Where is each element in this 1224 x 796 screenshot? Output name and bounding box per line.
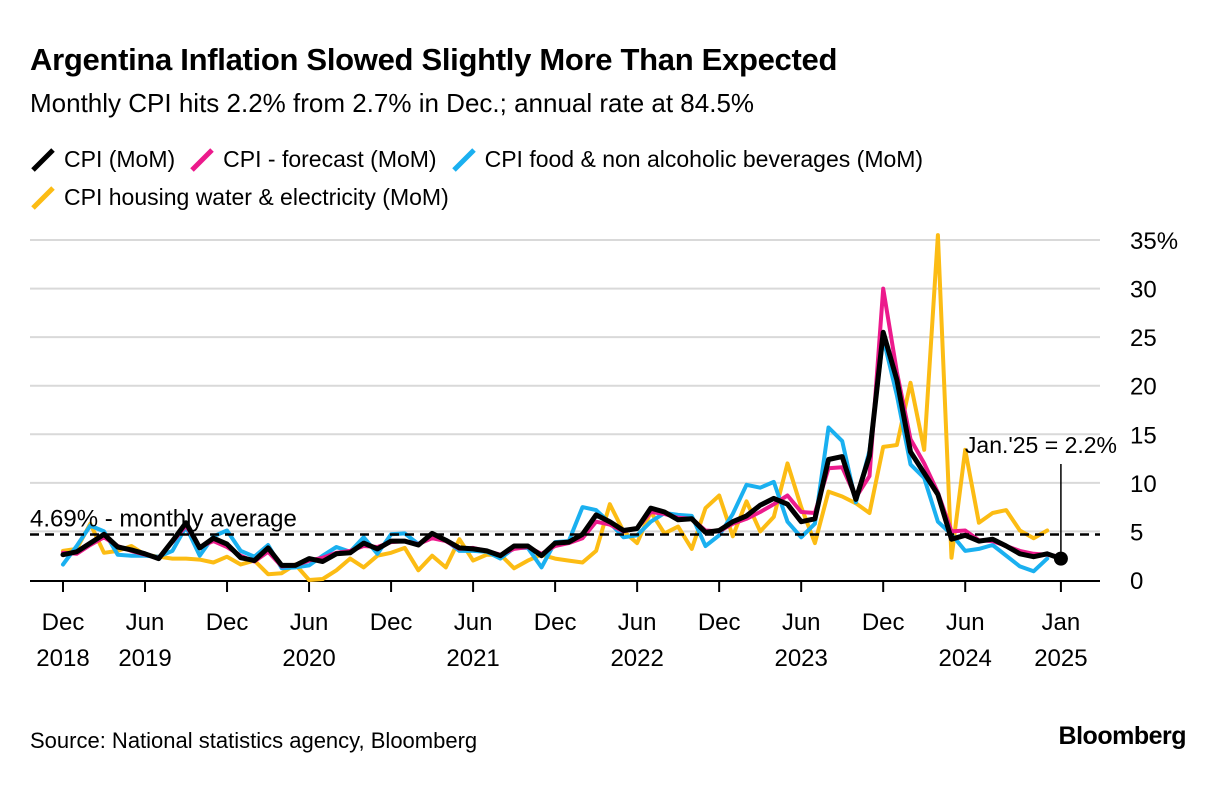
x-tick-label-year: 2018 (36, 645, 89, 672)
legend-item-housing: CPI housing water & electricity (MoM) (30, 184, 449, 211)
x-tick-label-year: 2020 (282, 645, 335, 672)
legend-label: CPI housing water & electricity (MoM) (64, 184, 449, 210)
y-tick-label: 35% (1130, 228, 1178, 255)
x-tick-label-month: Jun (454, 609, 493, 636)
cpi-housing-line (61, 233, 1050, 582)
y-tick-label: 10 (1130, 471, 1157, 498)
x-tick-label-month: Jun (618, 609, 657, 636)
chart-subtitle: Monthly CPI hits 2.2% from 2.7% in Dec.;… (30, 88, 755, 118)
legend-label: CPI - forecast (MoM) (223, 146, 437, 172)
x-tick-label-month: Jun (946, 609, 985, 636)
legend-label: CPI food & non alcoholic beverages (MoM) (484, 146, 924, 172)
legend-row-2: CPI housing water & electricity (MoM) (30, 184, 449, 211)
x-tick-label-year: 2021 (446, 645, 499, 672)
y-tick-label: 30 (1130, 277, 1157, 304)
x-tick-label-month: Dec (42, 609, 85, 636)
legend-item-cpi: CPI (MoM) (30, 146, 175, 173)
last-point-dot (1053, 551, 1068, 566)
legend-row-1: CPI (MoM) CPI - forecast (MoM) CPI food … (30, 146, 923, 173)
x-tick-label-month: Jun (126, 609, 165, 636)
legend-swatch-food (451, 147, 476, 172)
x-tick-label-month: Dec (370, 609, 413, 636)
source-note: Source: National statistics agency, Bloo… (30, 728, 478, 753)
x-tick-label-year: 2024 (939, 645, 992, 672)
average-label: 4.69% - monthly average (30, 505, 297, 532)
y-tick-label: 5 (1130, 519, 1143, 546)
x-tick-label-month: Dec (862, 609, 905, 636)
cpi-line (60, 329, 1064, 568)
chart-title: Argentina Inflation Slowed Slightly More… (30, 42, 838, 77)
y-tick-label: 25 (1130, 325, 1157, 352)
legend-item-forecast: CPI - forecast (MoM) (189, 146, 437, 173)
x-tick-label-month: Dec (698, 609, 741, 636)
x-tick-label-month: Dec (534, 609, 577, 636)
legend-swatch-housing (31, 185, 55, 210)
bloomberg-logo: Bloomberg (1058, 722, 1187, 750)
x-tick-label-month: Jun (290, 609, 329, 636)
x-tick-label-year: 2019 (118, 645, 171, 672)
legend-label: CPI (MoM) (64, 146, 176, 172)
x-tick-label-year: 2023 (774, 645, 827, 672)
x-tick-label-year: 2022 (610, 645, 663, 672)
cpi-food-line (61, 336, 1050, 574)
y-tick-label: 20 (1130, 374, 1157, 401)
y-tick-label: 0 (1130, 568, 1143, 595)
x-tick-label-month: Jun (782, 609, 821, 636)
y-tick-label: 15 (1130, 422, 1157, 449)
legend-swatch-cpi (31, 147, 55, 172)
x-tick-label-month: Jan (1042, 609, 1081, 636)
x-tick-label-year: 2025 (1034, 645, 1087, 672)
legend-item-food: CPI food & non alcoholic beverages (MoM) (451, 146, 924, 173)
legend-swatch-forecast (190, 147, 214, 172)
last-point-label: Jan.'25 = 2.2% (965, 432, 1117, 458)
x-tick-label-month: Dec (206, 609, 249, 636)
